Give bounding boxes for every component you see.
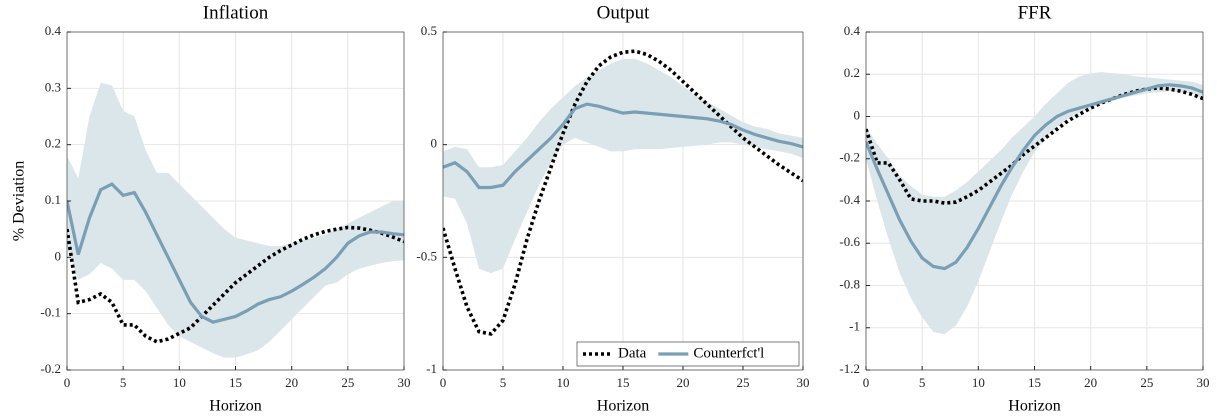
y-tick-label: -0.4 [839,192,860,207]
x-tick-label: 30 [1197,375,1210,390]
legend-label: Counterfct'l [693,345,764,361]
chart-title: FFR [1018,2,1052,23]
x-tick-label: 30 [398,375,411,390]
x-axis-label: Horizon [1008,398,1060,415]
x-tick-label: 0 [64,375,71,390]
x-tick-label: 5 [500,375,507,390]
x-tick-label: 25 [737,375,750,390]
x-tick-label: 5 [120,375,127,390]
y-tick-label: 0.2 [45,136,61,151]
confidence-band [866,72,1203,335]
y-tick-label: -1 [849,319,860,334]
y-tick-label: -0.6 [839,234,860,249]
y-tick-label: -0.1 [40,305,61,320]
y-tick-label: 0 [55,248,62,263]
x-tick-label: 25 [341,375,354,390]
x-tick-label: 10 [972,375,985,390]
y-tick-label: 0.5 [421,23,437,38]
y-tick-label: 0 [431,136,438,151]
series-line [443,49,803,336]
y-tick-label: -1 [426,361,437,376]
plot-area [443,49,803,336]
legend-label: Data [618,345,647,361]
series-line [866,83,1203,271]
x-tick-label: 0 [863,375,870,390]
x-tick-label: 20 [1084,375,1097,390]
x-tick-label: 20 [285,375,298,390]
x-tick-label: 5 [919,375,926,390]
chart-title: Output [597,2,651,23]
y-tick-label: 0.4 [45,23,62,38]
y-tick-label: -0.2 [839,150,860,165]
x-tick-label: 25 [1140,375,1153,390]
chart-title: Inflation [203,2,269,23]
x-tick-label: 15 [229,375,242,390]
y-tick-label: -0.2 [40,361,61,376]
x-tick-label: 10 [557,375,570,390]
series-line [67,182,404,324]
series-line [443,102,803,190]
x-tick-label: 10 [173,375,186,390]
x-axis-label: Horizon [209,398,261,415]
plot-area [866,72,1203,335]
y-tick-label: 0.4 [844,23,861,38]
y-tick-label: -0.5 [416,248,437,263]
x-tick-label: 20 [677,375,690,390]
series-line [67,225,404,344]
x-axis-label: Horizon [597,398,649,415]
y-tick-label: -0.8 [839,276,860,291]
confidence-band [67,82,404,358]
confidence-band [443,59,803,274]
x-tick-label: 15 [1028,375,1041,390]
x-tick-label: 15 [617,375,630,390]
y-tick-label: 0.2 [844,65,860,80]
x-tick-label: 30 [797,375,810,390]
y-tick-label: -1.2 [839,361,860,376]
x-tick-label: 0 [440,375,447,390]
y-axis-label: % Deviation [11,161,28,241]
y-tick-label: 0.1 [45,192,61,207]
y-tick-label: 0 [854,107,861,122]
y-tick-label: 0.3 [45,79,61,94]
plot-area [67,82,404,358]
